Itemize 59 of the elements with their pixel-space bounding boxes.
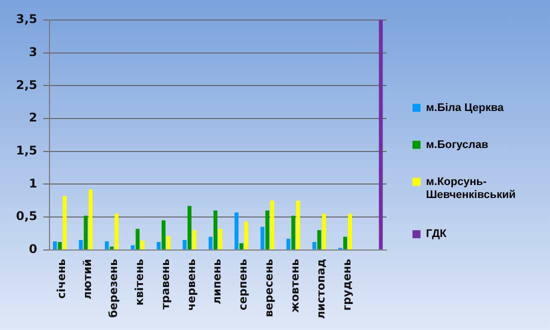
bar — [166, 236, 170, 250]
x-tick-label: червень — [184, 258, 198, 311]
bar — [140, 240, 144, 250]
bar — [188, 206, 192, 250]
bar — [296, 200, 300, 250]
bar — [58, 242, 62, 250]
bar — [52, 241, 57, 250]
bar — [62, 196, 67, 250]
x-tick-label: лютий — [81, 258, 94, 300]
legend-label: ГДК — [426, 228, 447, 240]
y-tick-label: 3 — [28, 44, 38, 59]
x-tick-label: травень — [158, 258, 172, 310]
bar — [110, 246, 114, 250]
x-tick-label: жовтень — [288, 258, 302, 313]
bar — [182, 240, 187, 250]
legend-label: м.Корсунь-Шевченківський — [426, 176, 516, 202]
bar — [78, 240, 83, 250]
bar — [214, 210, 218, 250]
legend-label: м.Богуслав — [426, 138, 488, 151]
bar — [322, 214, 326, 250]
bar — [244, 222, 248, 250]
x-tick-label: грудень — [340, 258, 354, 311]
bar — [239, 243, 244, 250]
y-tick-label: 2 — [28, 110, 38, 125]
bar — [378, 20, 383, 250]
x-tick-label: липень — [210, 258, 224, 304]
y-tick-label: 3,5 — [16, 12, 38, 26]
x-tick-label: січень — [55, 258, 68, 299]
bar — [88, 189, 93, 250]
bar — [317, 230, 322, 250]
bar — [286, 238, 290, 250]
bar — [291, 216, 296, 250]
legend-label: м.Біла Церква — [426, 102, 504, 114]
y-tick-label: 2,5 — [16, 78, 38, 92]
x-tick-label: квітень — [132, 258, 146, 306]
bar — [265, 210, 270, 250]
bar — [114, 214, 118, 250]
y-tick-label: 1,5 — [16, 143, 38, 158]
bar — [312, 242, 316, 250]
bar — [343, 236, 348, 250]
bar — [84, 216, 88, 250]
bar — [156, 242, 161, 250]
bar — [162, 220, 166, 250]
bar — [218, 228, 222, 250]
y-tick-label: 0,5 — [16, 209, 38, 224]
x-tick-label: вересень — [262, 258, 276, 318]
bar — [234, 212, 238, 250]
bar — [348, 214, 352, 250]
y-tick-label: 1 — [28, 176, 38, 190]
bar — [136, 228, 140, 250]
bar — [260, 226, 264, 250]
bar — [270, 200, 274, 250]
bar — [208, 236, 213, 250]
bar — [104, 241, 109, 250]
bar — [192, 230, 196, 250]
x-tick-label: серпень — [236, 258, 250, 310]
x-tick-label: березень — [106, 258, 120, 318]
x-tick-label: листопад — [314, 258, 328, 319]
y-tick-label: 0 — [28, 242, 38, 256]
